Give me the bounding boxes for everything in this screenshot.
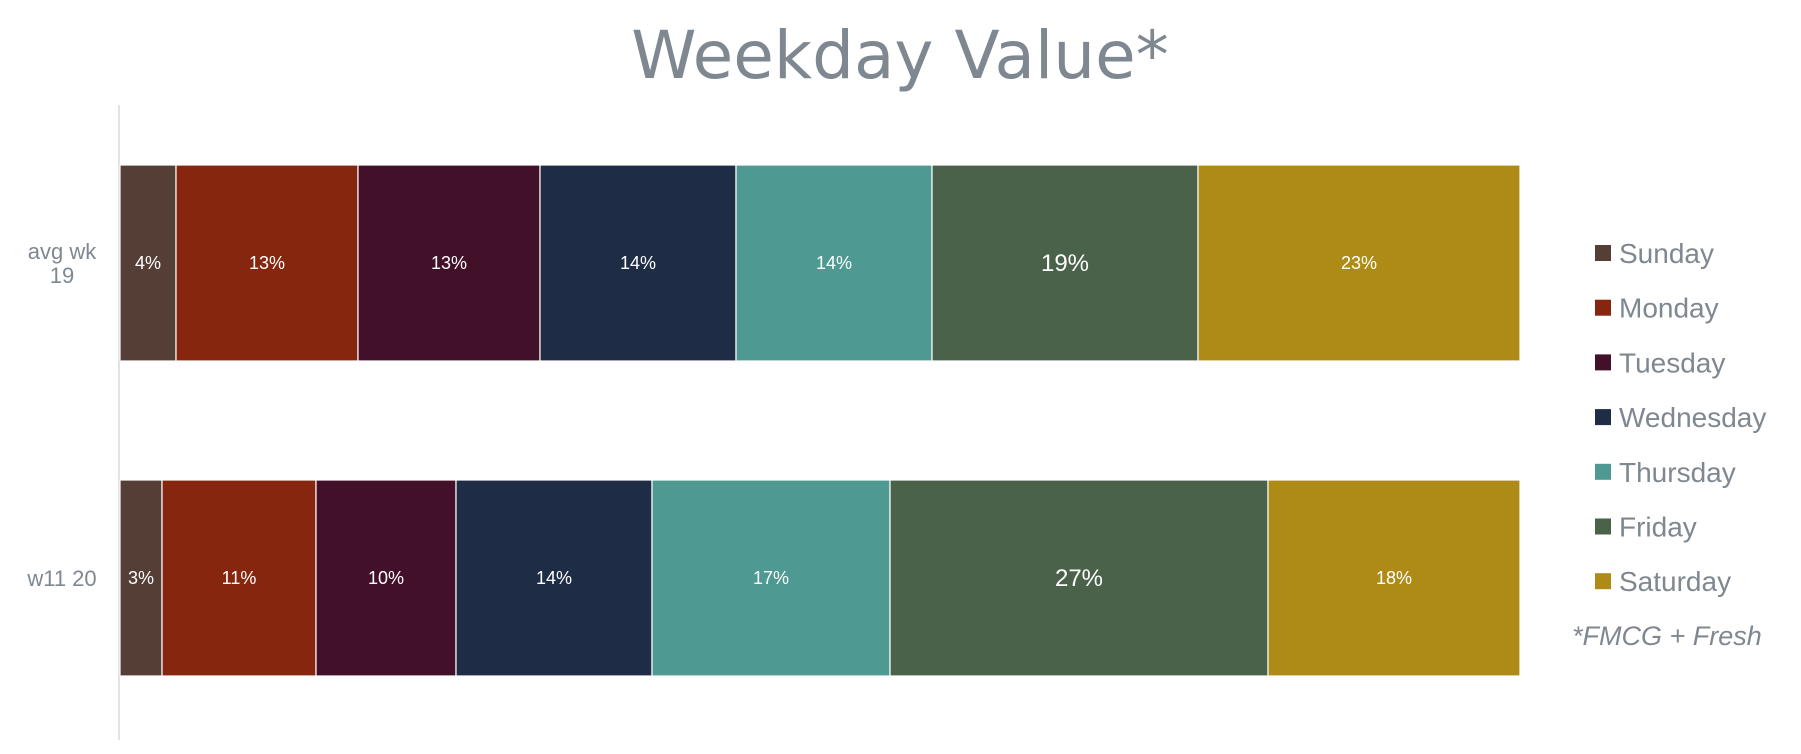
data-label-saturday-1: 23% [1341,253,1377,273]
legend-item-saturday: Saturday [1595,566,1731,597]
legend-swatch-wednesday [1595,409,1611,426]
data-label-friday-1: 19% [1041,250,1089,277]
footnote: *FMCG + Fresh [1572,621,1762,651]
data-label-saturday-2: 18% [1376,568,1412,588]
legend-item-thursday: Thursday [1595,457,1736,488]
legend-label-tuesday: Tuesday [1619,347,1725,378]
bar-segment-thursday-2 [651,479,891,677]
bar-segment-tuesday-2 [315,479,457,677]
legend-label-sunday: Sunday [1619,238,1714,269]
data-label-wednesday-1: 14% [620,253,656,273]
legend-label-saturday: Saturday [1619,566,1731,597]
bar-segment-tuesday-1 [357,164,541,362]
legend-swatch-monday [1595,299,1611,316]
legend-swatch-friday [1595,518,1611,535]
legend-item-tuesday: Tuesday [1595,347,1725,378]
bar-segment-saturday-2 [1267,479,1521,677]
bar-segment-friday-2 [889,479,1269,677]
category-axis-labels: avg wk 19 w11 20 [26,239,97,591]
legend-label-friday: Friday [1619,512,1697,543]
legend-label-monday: Monday [1619,293,1719,324]
stacked-bars: 4% 13% 13% 14% 14% 19% 23% 3% 11% 10% 14% 17% 27% 18% [119,164,1521,677]
legend-swatch-saturday [1595,573,1611,590]
legend-swatch-sunday [1595,245,1611,261]
legend-item-friday: Friday [1595,512,1697,543]
data-label-tuesday-2: 10% [368,568,404,588]
data-label-thursday-1: 14% [816,253,852,273]
data-label-tuesday-1: 13% [431,253,467,273]
bar-segment-monday-2 [161,479,317,677]
bar-segment-wednesday-2 [455,479,653,677]
data-label-sunday-2: 3% [128,568,154,588]
bar-segment-friday-1 [931,164,1199,362]
data-label-wednesday-2: 14% [536,568,572,588]
bar-segment-saturday-1 [1197,164,1521,362]
data-label-friday-2: 27% [1055,565,1103,592]
legend-swatch-tuesday [1595,354,1611,371]
data-label-sunday-1: 4% [135,253,161,273]
legend-swatch-thursday [1595,463,1611,480]
data-label-thursday-2: 17% [753,568,789,588]
data-label-monday-2: 11% [222,568,257,588]
chart-title: Weekday Value* [631,17,1168,94]
legend-item-wednesday: Wednesday [1595,402,1766,433]
bar-segment-monday-1 [175,164,359,362]
data-label-monday-1: 13% [249,253,285,273]
category-label-1: avg wk 19 [28,239,97,288]
legend-label-thursday: Thursday [1619,457,1736,488]
category-label-2: w11 20 [26,566,96,591]
legend-item-sunday: Sunday [1595,238,1714,269]
legend: Sunday Monday Tuesday Wednesday Thursday Frid… [1595,238,1766,597]
legend-item-monday: Monday [1595,293,1719,324]
legend-label-wednesday: Wednesday [1619,402,1766,433]
